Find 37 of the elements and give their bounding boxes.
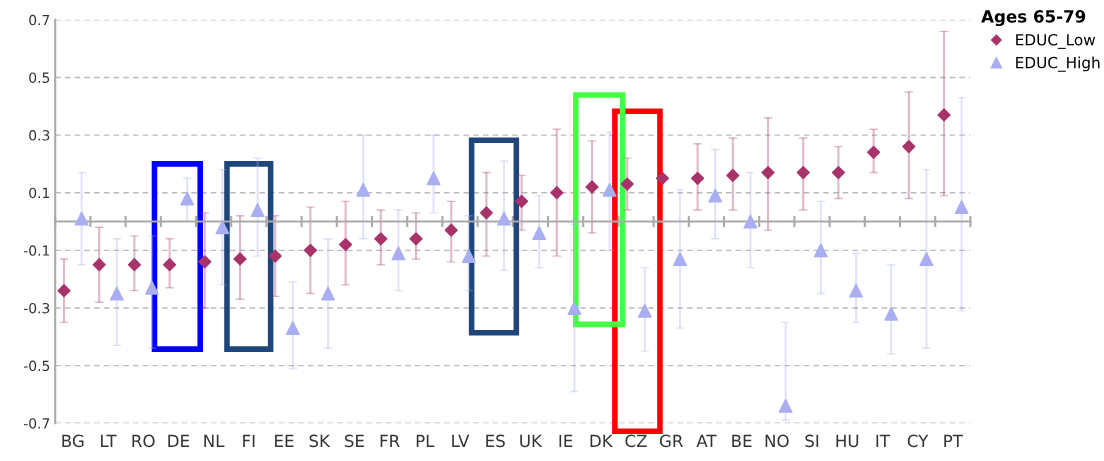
y-tick-label: -0.5 — [23, 360, 50, 372]
x-tick-label: PL — [416, 434, 435, 447]
x-tick-label: DK — [590, 434, 614, 447]
legend-label: EDUC_High — [1016, 56, 1100, 72]
x-tick-label: ES — [486, 434, 505, 448]
y-tick-label: -0.1 — [23, 245, 50, 256]
x-tick-label: AT — [696, 434, 717, 447]
x-tick-label: IT — [876, 434, 891, 447]
legend-label: EDUC_Low — [1016, 33, 1096, 49]
x-tick-label: LT — [101, 434, 117, 447]
x-tick-label: CY — [907, 434, 929, 448]
y-tick-label: 0.7 — [29, 14, 50, 26]
x-tick-label: SI — [805, 434, 819, 448]
x-tick-label: NL — [204, 434, 225, 447]
y-tick-label: 0.5 — [29, 72, 50, 83]
x-tick-label: BG — [62, 434, 84, 448]
x-tick-label: UK — [520, 434, 543, 448]
x-tick-label: IE — [559, 434, 573, 447]
y-tick-label: -0.3 — [23, 302, 50, 314]
x-tick-label: PT — [944, 434, 963, 447]
x-tick-label: GR — [659, 434, 683, 448]
y-tick-label: 0.1 — [29, 187, 50, 199]
x-tick-label: FI — [243, 434, 255, 447]
x-tick-label: SE — [344, 434, 364, 448]
legend-title: Ages 65-79 — [981, 10, 1086, 27]
y-tick-label: -0.7 — [23, 418, 50, 429]
x-tick-label: EE — [275, 434, 294, 447]
x-tick-label: NO — [765, 434, 789, 448]
x-tick-label: LV — [452, 434, 470, 447]
x-tick-label: RO — [132, 434, 155, 448]
x-tick-label: FR — [380, 434, 400, 447]
x-tick-label: HU — [836, 434, 859, 448]
y-tick-label: 0.3 — [29, 130, 50, 141]
x-tick-label: BE — [732, 434, 752, 447]
x-tick-label: CZ — [625, 434, 647, 448]
x-tick-label: DE — [168, 434, 190, 447]
x-tick-label: SK — [309, 434, 331, 448]
